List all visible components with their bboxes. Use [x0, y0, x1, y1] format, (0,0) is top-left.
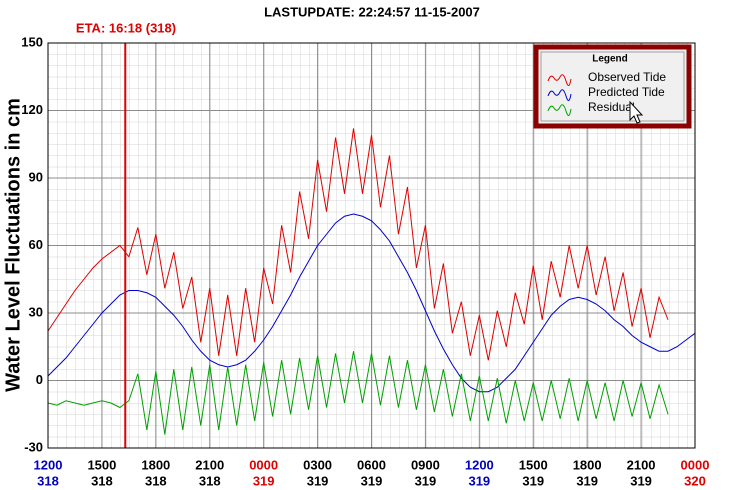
x-tick-day: 319 — [522, 473, 544, 488]
mouse-cursor — [629, 100, 644, 124]
x-tick-day: 319 — [361, 473, 383, 488]
x-tick-label: 1800 — [573, 457, 602, 472]
legend-label: Predicted Tide — [588, 85, 665, 99]
x-tick-day: 319 — [576, 473, 598, 488]
x-tick-label: 0900 — [411, 457, 440, 472]
legend-label: Observed Tide — [588, 70, 666, 84]
y-tick-label: -30 — [24, 439, 43, 454]
x-tick-day: 318 — [145, 473, 167, 488]
y-tick-label: 60 — [29, 237, 43, 252]
x-tick-label: 1200 — [34, 457, 63, 472]
x-tick-day: 319 — [468, 473, 490, 488]
eta-label: ETA: 16:18 (318) — [76, 20, 176, 35]
series-line — [48, 213, 695, 393]
x-tick-day: 318 — [91, 473, 113, 488]
x-tick-label: 2100 — [627, 457, 656, 472]
x-tick-day: 320 — [684, 473, 706, 488]
x-tick-day: 318 — [37, 473, 59, 488]
series-line — [48, 351, 669, 435]
y-tick-label: 150 — [21, 34, 43, 49]
x-tick-label: 1500 — [87, 457, 116, 472]
y-axis-label: Water Level Fluctuations in cm — [2, 98, 24, 392]
x-tick-label: 1800 — [141, 457, 170, 472]
legend-label: Residual — [588, 100, 635, 114]
x-tick-day: 319 — [415, 473, 437, 488]
x-tick-label: 0600 — [357, 457, 386, 472]
y-tick-label: 90 — [29, 169, 43, 184]
x-tick-label: 1500 — [519, 457, 548, 472]
legend-box — [533, 44, 692, 129]
x-tick-label: 1200 — [465, 457, 494, 472]
y-tick-label: 0 — [36, 372, 43, 387]
legend-swatch — [547, 89, 572, 101]
legend-swatch — [547, 74, 572, 86]
x-tick-label: 0000 — [681, 457, 710, 472]
legend-inner — [540, 51, 685, 122]
y-tick-label: 30 — [29, 304, 43, 319]
series-layer — [48, 43, 695, 448]
x-tick-day: 319 — [630, 473, 652, 488]
y-tick-label: 120 — [21, 102, 43, 117]
legend-swatch — [547, 104, 572, 116]
x-tick-day: 318 — [199, 473, 221, 488]
plot-frame — [47, 42, 696, 449]
legend-title: Legend — [592, 54, 628, 65]
x-tick-label: 0000 — [249, 457, 278, 472]
x-tick-label: 2100 — [195, 457, 224, 472]
series-line — [48, 128, 669, 361]
x-tick-day: 319 — [253, 473, 275, 488]
x-tick-day: 319 — [307, 473, 329, 488]
x-tick-label: 0300 — [303, 457, 332, 472]
chart-title: LASTUPDATE: 22:24:57 11-15-2007 — [264, 4, 480, 19]
